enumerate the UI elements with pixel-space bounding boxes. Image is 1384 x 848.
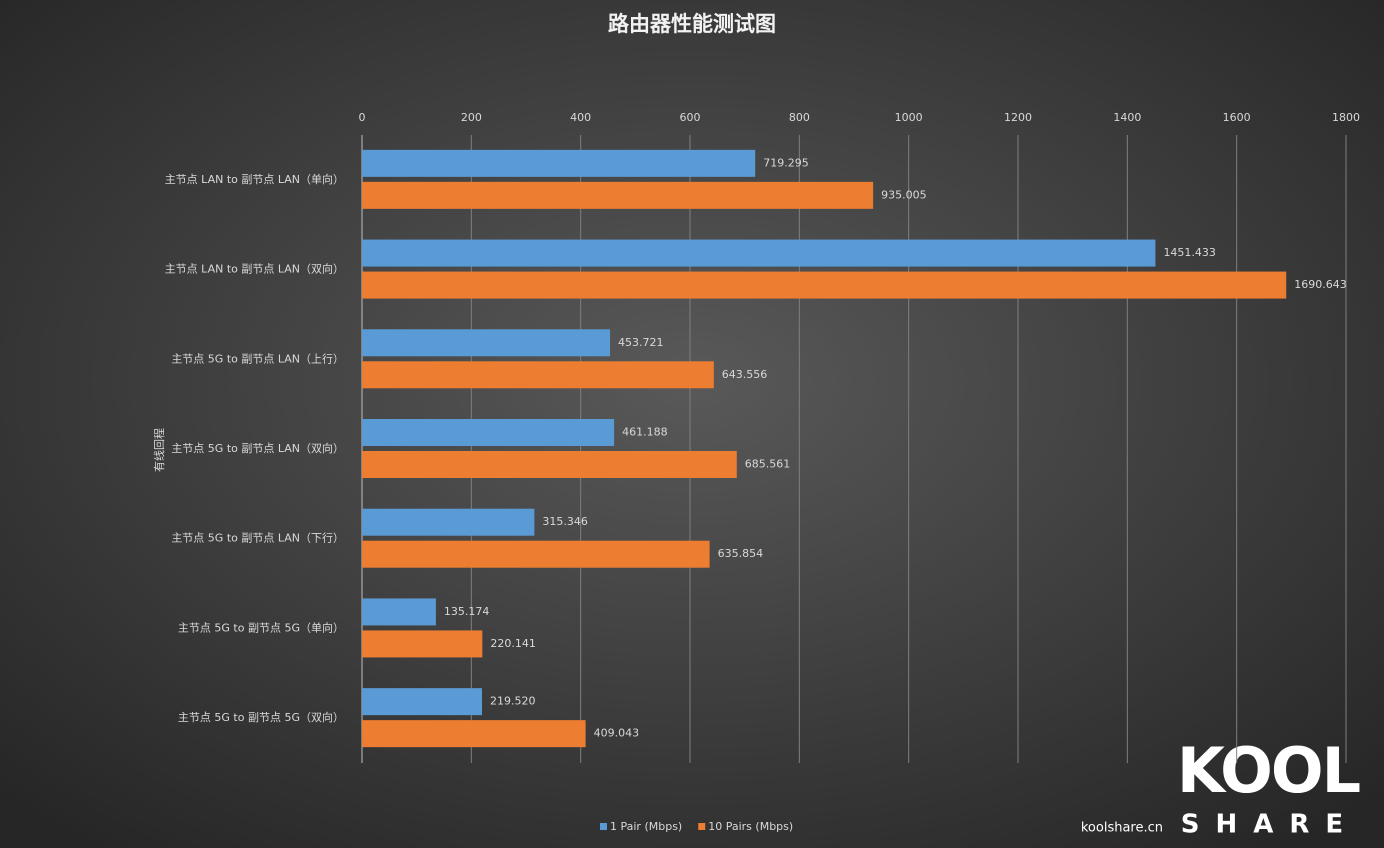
bar xyxy=(362,419,615,446)
value-label: 719.295 xyxy=(763,156,809,169)
x-tick-label: 1800 xyxy=(1332,111,1360,124)
y-tick-label: 主节点 LAN to 副节点 LAN（单向） xyxy=(165,172,344,186)
value-label: 453.721 xyxy=(618,336,664,349)
value-label: 685.561 xyxy=(745,458,791,471)
value-label: 135.174 xyxy=(444,605,490,618)
chart-title: 路由器性能测试图 xyxy=(608,12,776,36)
x-tick-label: 800 xyxy=(789,111,810,124)
logo-sub: SHARE xyxy=(1181,810,1359,840)
value-label: 643.556 xyxy=(722,368,768,381)
bar xyxy=(362,181,874,209)
bar xyxy=(362,149,756,177)
bar xyxy=(362,329,611,357)
bar xyxy=(362,451,737,478)
value-label: 635.854 xyxy=(718,547,764,560)
bar xyxy=(362,239,1156,267)
legend-label: 10 Pairs (Mbps) xyxy=(708,820,793,833)
y-tick-label: 主节点 5G to 副节点 LAN（上行） xyxy=(171,352,344,365)
legend-label: 1 Pair (Mbps) xyxy=(610,820,682,833)
y-tick-label: 主节点 5G to 副节点 5G（单向） xyxy=(178,620,344,634)
logo-brand: KOOL xyxy=(1177,734,1360,807)
legend-swatch xyxy=(600,823,607,830)
y-tick-label: 主节点 LAN to 副节点 LAN（双向） xyxy=(165,262,344,276)
value-label: 1451.433 xyxy=(1163,246,1216,259)
y-tick-label: 主节点 5G to 副节点 5G（双向） xyxy=(178,710,344,724)
bar xyxy=(362,598,436,626)
y-tick-label: 主节点 5G to 副节点 LAN（双向） xyxy=(171,441,344,455)
value-label: 935.005 xyxy=(881,188,927,201)
value-label: 315.346 xyxy=(542,515,588,528)
x-tick-label: 1600 xyxy=(1223,111,1251,124)
x-tick-label: 1200 xyxy=(1004,111,1032,124)
bar xyxy=(362,361,714,389)
bar xyxy=(362,720,586,748)
legend-swatch xyxy=(698,823,706,830)
bar xyxy=(362,540,710,568)
x-tick-label: 0 xyxy=(359,111,366,124)
value-label: 220.141 xyxy=(490,637,536,650)
logo-site: koolshare.cn xyxy=(1081,821,1163,836)
bar xyxy=(362,508,535,536)
x-tick-label: 600 xyxy=(680,111,701,124)
value-label: 1690.643 xyxy=(1294,278,1347,291)
bar xyxy=(362,630,483,658)
bar xyxy=(362,271,1287,299)
x-tick-label: 200 xyxy=(461,111,482,124)
x-tick-label: 1000 xyxy=(895,111,923,124)
y-axis-label: 有线回程 xyxy=(152,428,166,472)
x-tick-label: 400 xyxy=(570,111,591,124)
value-label: 461.188 xyxy=(622,426,668,439)
bar xyxy=(362,688,483,716)
value-label: 219.520 xyxy=(490,695,536,708)
value-label: 409.043 xyxy=(594,727,640,740)
x-tick-label: 1400 xyxy=(1113,111,1141,124)
y-tick-label: 主节点 5G to 副节点 LAN（下行） xyxy=(171,532,344,545)
